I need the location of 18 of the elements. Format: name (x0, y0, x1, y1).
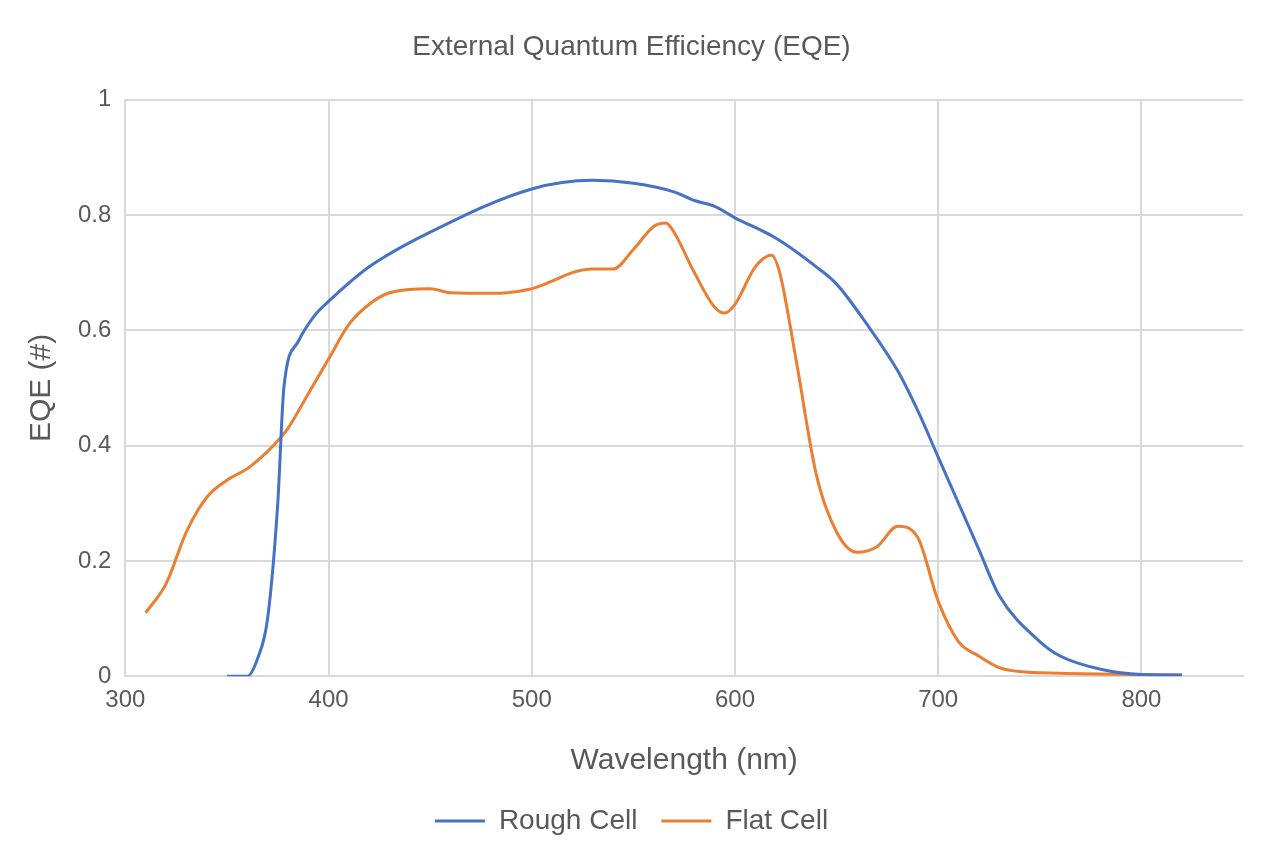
y-tick-label: 0 (98, 660, 112, 688)
y-tick-label: 0.8 (77, 199, 112, 227)
legend-label: Flat Cell (725, 803, 829, 835)
y-tick-label: 0.2 (77, 545, 112, 573)
y-tick-label: 0.6 (77, 314, 112, 342)
line-series (225, 178, 1184, 677)
y-axis-title: EQE (#) (23, 333, 57, 443)
x-tick-label: 700 (918, 685, 959, 713)
x-tick-label: 500 (511, 685, 552, 713)
x-tick-label: 800 (1121, 685, 1162, 713)
x-tick-label: 300 (105, 685, 146, 713)
x-tick-label: 400 (308, 685, 349, 713)
chart-title: External Quantum Efficiency (EQE) (412, 29, 851, 61)
legend-label: Rough Cell (498, 803, 638, 835)
y-tick-label: 1 (98, 84, 112, 112)
x-axis-title: Wavelength (nm) (570, 742, 798, 776)
y-tick-label: 0.4 (77, 430, 112, 458)
x-tick-label: 600 (714, 685, 756, 713)
